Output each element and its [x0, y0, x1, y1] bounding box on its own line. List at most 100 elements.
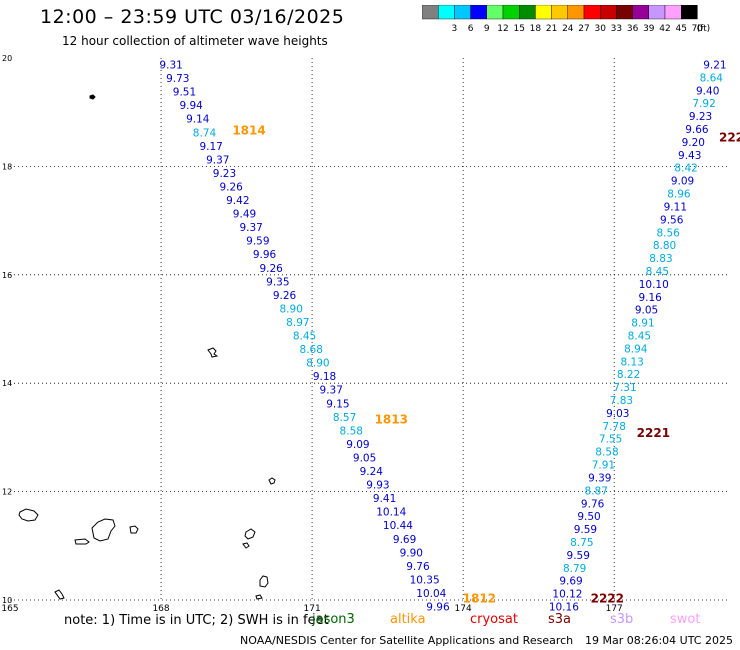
wave-height-label: 9.40	[696, 85, 719, 97]
wave-height-label: 8.57	[333, 412, 356, 424]
credit-text: NOAA/NESDIS Center for Satellite Applica…	[240, 634, 574, 647]
wave-height-label: 9.05	[353, 452, 376, 464]
scale-unit: (ft)	[697, 24, 711, 34]
wave-height-label: 8.64	[700, 72, 724, 84]
wave-height-label: 8.94	[624, 343, 648, 355]
wave-height-label: 8.97	[286, 317, 309, 329]
wave-height-label: 9.37	[206, 154, 229, 166]
wave-height-label: 9.18	[313, 371, 336, 383]
satellite-legend-jason3: jason3	[312, 612, 355, 627]
altimeter-tracks: 9.319.739.519.949.148.749.179.379.239.26…	[159, 60, 740, 614]
wave-height-label: 9.17	[199, 141, 222, 153]
wave-height-label: 8.83	[649, 253, 672, 265]
satellite-legend-s3a: s3a	[548, 612, 572, 627]
wave-height-label: 9.59	[567, 550, 590, 562]
scale-tick-label: 33	[611, 24, 622, 34]
wave-height-label: 9.21	[703, 60, 726, 72]
wave-height-label: 8.68	[300, 344, 323, 356]
wave-height-label: 9.37	[320, 385, 343, 397]
wave-height-label: 9.96	[426, 602, 450, 614]
wave-height-label: 9.14	[186, 114, 210, 126]
wave-height-label: 7.78	[603, 421, 626, 433]
wave-height-label: 9.15	[326, 398, 349, 410]
wave-height-label: 9.23	[213, 168, 236, 180]
lat-tick-label: 16	[2, 271, 12, 280]
wave-height-label: 10.14	[376, 507, 406, 519]
scale-tick-label: 9	[484, 24, 490, 34]
generated-timestamp: 19 Mar 08:26:04 UTC 2025	[585, 634, 733, 647]
wave-height-label: 9.73	[166, 73, 189, 85]
wave-height-label: 9.24	[360, 466, 384, 478]
wave-height-label: 9.09	[346, 439, 369, 451]
wave-height-label: 9.35	[266, 276, 289, 288]
wave-height-label: 9.39	[588, 472, 611, 484]
wave-height-label: 9.31	[159, 60, 182, 72]
scale-tick-label: 70	[692, 24, 704, 34]
island-outline	[244, 528, 256, 540]
scale-tick-label: 24	[562, 24, 574, 34]
wave-height-label: 9.09	[671, 176, 694, 188]
wave-height-label: 9.03	[606, 408, 629, 420]
lat-tick-label: 10	[2, 596, 12, 605]
wave-height-label: 8.79	[563, 563, 586, 575]
scale-tick-label: 36	[627, 24, 639, 34]
wave-height-label: 8.13	[620, 356, 643, 368]
wave-height-label: 9.16	[638, 292, 662, 304]
wave-height-label: 8.56	[656, 227, 680, 239]
wave-height-label: 8.42	[674, 163, 697, 175]
wave-height-label: 7.92	[692, 98, 715, 110]
pass-time-label: 1813	[375, 412, 408, 426]
island-outline	[129, 525, 139, 534]
scale-tick-label: 45	[675, 24, 686, 34]
wave-height-label: 8.87	[585, 485, 608, 497]
map-title: 12:00 – 23:59 UTC 03/16/2025	[40, 6, 345, 28]
lat-tick-label: 20	[2, 54, 12, 63]
island-outline	[18, 508, 39, 522]
wave-height-label: 9.94	[179, 100, 203, 112]
wave-height-label: 9.76	[406, 561, 430, 573]
wave-height-label: 9.50	[577, 511, 600, 523]
wave-height-label: 8.58	[340, 425, 363, 437]
wave-height-label: 9.11	[664, 201, 687, 213]
wave-height-label: 10.16	[549, 602, 579, 614]
wave-height-label: 9.20	[682, 137, 705, 149]
lon-tick-label: 174	[455, 604, 472, 614]
wave-height-label: 8.45	[293, 331, 316, 343]
axis-labels: 165 168 171 174 177 20 18 16 14 12 10	[1, 54, 622, 614]
island-outline	[268, 477, 276, 485]
pass-time-label: 1812	[463, 591, 496, 605]
lon-tick-label: 171	[304, 604, 321, 614]
island-outline	[255, 594, 263, 600]
wave-height-label: 8.91	[631, 318, 654, 330]
island-outline	[91, 518, 116, 542]
wave-height-label: 10.10	[639, 279, 669, 291]
wave-height-label: 7.55	[599, 434, 622, 446]
wave-height-label: 10.12	[552, 589, 582, 601]
scale-tick-label: 15	[513, 24, 524, 34]
map-subtitle: 12 hour collection of altimeter wave hei…	[62, 34, 328, 48]
wave-height-label: 10.04	[416, 588, 446, 600]
wave-height-label: 8.96	[667, 189, 691, 201]
scale-tick-label: 27	[578, 24, 589, 34]
wave-height-label: 9.43	[678, 150, 701, 162]
wave-height-label: 9.76	[581, 498, 605, 510]
wave-height-label: 8.80	[653, 240, 676, 252]
pass-time-label: 2222	[591, 591, 624, 605]
wave-height-label: 9.23	[689, 111, 712, 123]
satellite-legend-swot: swot	[670, 612, 701, 627]
scale-tick-label: 42	[659, 24, 670, 34]
wave-height-label: 9.26	[259, 263, 283, 275]
pass-time-label: 2220	[719, 131, 740, 145]
scale-tick-label: 18	[530, 24, 542, 34]
wave-height-label: 9.42	[226, 195, 249, 207]
scale-tick-label: 3	[452, 24, 458, 34]
wave-height-label: 7.91	[592, 460, 615, 472]
wave-height-label: 7.83	[610, 395, 633, 407]
wave-height-label: 9.56	[660, 214, 684, 226]
pass-time-label: 1814	[232, 124, 265, 138]
wave-height-label: 8.75	[570, 537, 593, 549]
island-outline	[74, 538, 90, 545]
scale-tick-label: 6	[468, 24, 474, 34]
graticule	[10, 58, 730, 601]
